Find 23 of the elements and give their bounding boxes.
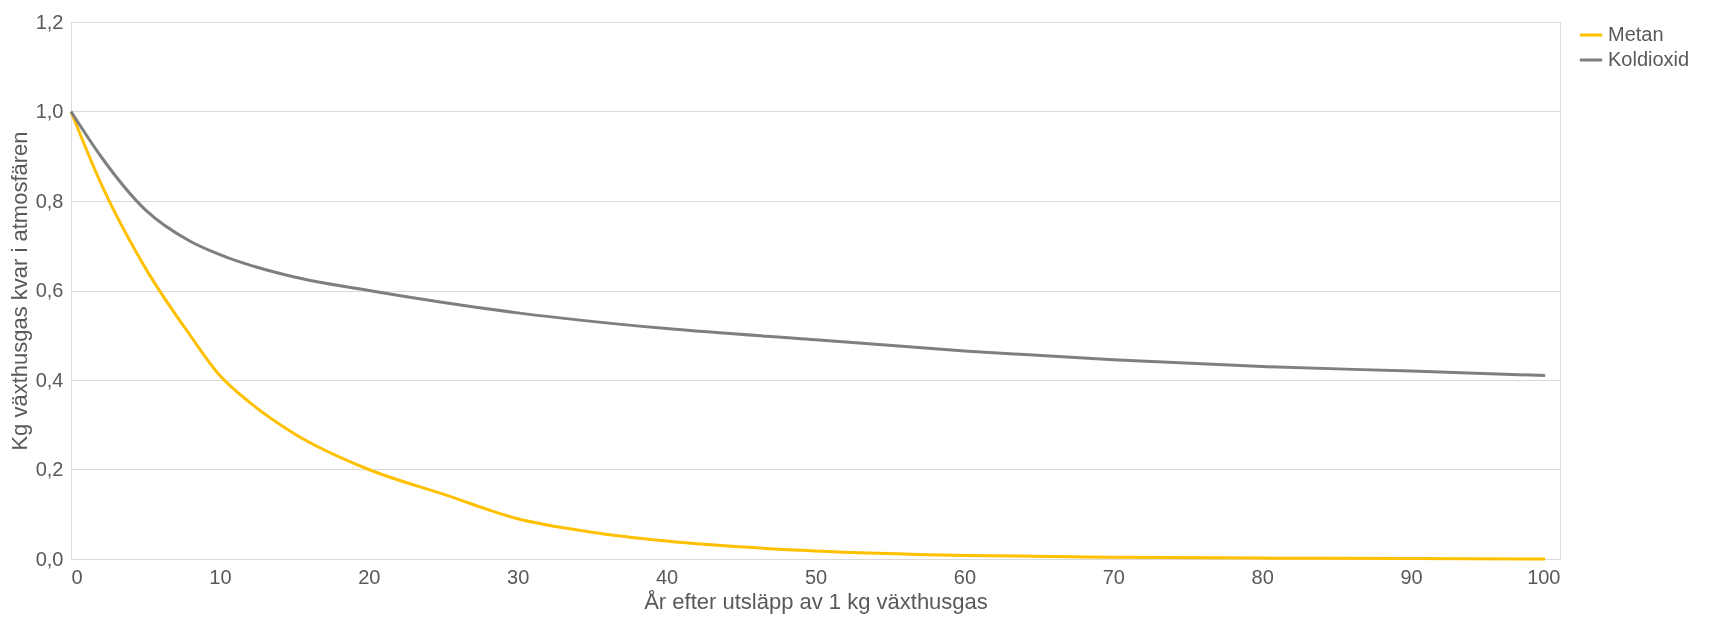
line-series [69,110,1547,378]
y-tick-label: 0,8 [35,189,64,212]
x-tick-label: 20 [358,565,381,588]
y-tick-label: 0,6 [35,279,64,301]
legend-label: Metan [1608,23,1664,45]
x-tick-label: 30 [507,565,530,588]
y-tick-label: 1,0 [35,100,64,122]
x-tick-label: 10 [209,565,232,588]
x-tick-label: 100 [1527,565,1561,588]
y-tick-label: 0,2 [35,458,64,480]
y-tick-label: 0,4 [35,368,64,391]
x-tick-label: 90 [1400,565,1423,588]
y-tick-label: 0,0 [35,547,64,570]
x-tick-label: 0 [71,565,83,588]
y-tick-label: 1,2 [35,10,64,33]
x-tick-label: 60 [953,565,977,588]
x-tick-label: 70 [1102,565,1125,588]
y-axis-title: Kg växthusgas kvar i atmosfären [6,131,32,451]
x-axis-title: År efter utsläpp av 1 kg växthusgas [644,588,988,614]
x-tick-label: 50 [804,565,828,588]
legend-label: Koldioxid [1608,48,1690,70]
x-tick-label: 80 [1251,565,1274,588]
x-tick-label: 40 [655,565,679,588]
